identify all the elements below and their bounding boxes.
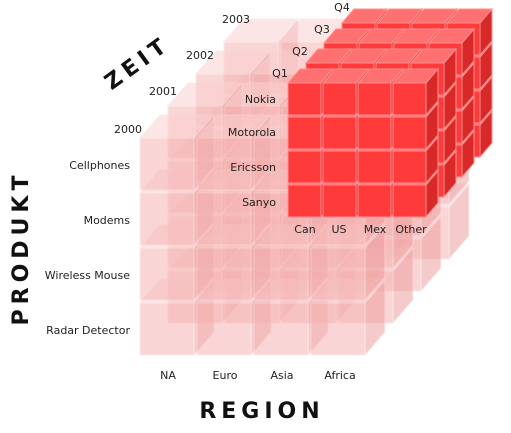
brand-label: Nokia — [245, 93, 276, 106]
brand-label: Sanyo — [242, 196, 276, 209]
cube-front — [322, 82, 357, 116]
cube-front — [357, 82, 392, 116]
cube-front — [392, 184, 427, 218]
cube-front — [310, 302, 366, 356]
quarter-label: Q1 — [272, 67, 288, 80]
country-label: Can — [294, 223, 315, 236]
brand-label: Motorola — [228, 126, 276, 139]
cube-front — [287, 184, 322, 218]
cube-front — [357, 116, 392, 150]
cube-front — [392, 82, 427, 116]
cube-front — [139, 247, 195, 301]
product-label: Modems — [84, 214, 131, 227]
cube-front — [253, 247, 309, 301]
cube-cell — [391, 67, 440, 117]
cube-front — [196, 192, 252, 246]
cube-front — [287, 150, 322, 184]
cube-front — [139, 192, 195, 246]
cube-front — [322, 184, 357, 218]
cube-front — [139, 137, 195, 191]
country-label: Other — [395, 223, 427, 236]
year-label: 2002 — [186, 49, 214, 62]
product-axis-title: PRODUKT — [9, 171, 34, 326]
quarter-label: Q2 — [292, 45, 308, 58]
product-label: Wireless Mouse — [45, 269, 130, 282]
cubes — [138, 7, 494, 357]
cube-front — [357, 184, 392, 218]
year-label: 2003 — [222, 13, 250, 26]
quarter-label: Q4 — [334, 1, 350, 14]
cube-front — [196, 247, 252, 301]
year-label: 2001 — [149, 85, 177, 98]
cube-front — [392, 150, 427, 184]
quarter-label: Q3 — [314, 23, 330, 36]
cube-front — [310, 247, 366, 301]
cube-front — [196, 302, 252, 356]
product-label: Radar Detector — [46, 324, 130, 337]
country-label: US — [331, 223, 346, 236]
region-axis-title: REGION — [199, 399, 324, 424]
region-label: Euro — [213, 369, 238, 382]
cube-front — [196, 137, 252, 191]
cube-front — [287, 116, 322, 150]
cube-front — [357, 150, 392, 184]
cube-front — [392, 116, 427, 150]
cube-front — [253, 302, 309, 356]
cube-front — [322, 150, 357, 184]
region-label: Asia — [270, 369, 293, 382]
brand-label: Ericsson — [230, 161, 276, 174]
country-label: Mex — [364, 223, 387, 236]
year-label: 2000 — [114, 123, 142, 136]
cube-front — [287, 82, 322, 116]
region-label: Africa — [324, 369, 355, 382]
product-label: Cellphones — [69, 159, 130, 172]
region-label: NA — [160, 369, 176, 382]
labels: ZEIT PRODUKT REGION 2003200220012000Q4Q3… — [9, 1, 427, 424]
cube-front — [322, 116, 357, 150]
cube-front — [139, 302, 195, 356]
